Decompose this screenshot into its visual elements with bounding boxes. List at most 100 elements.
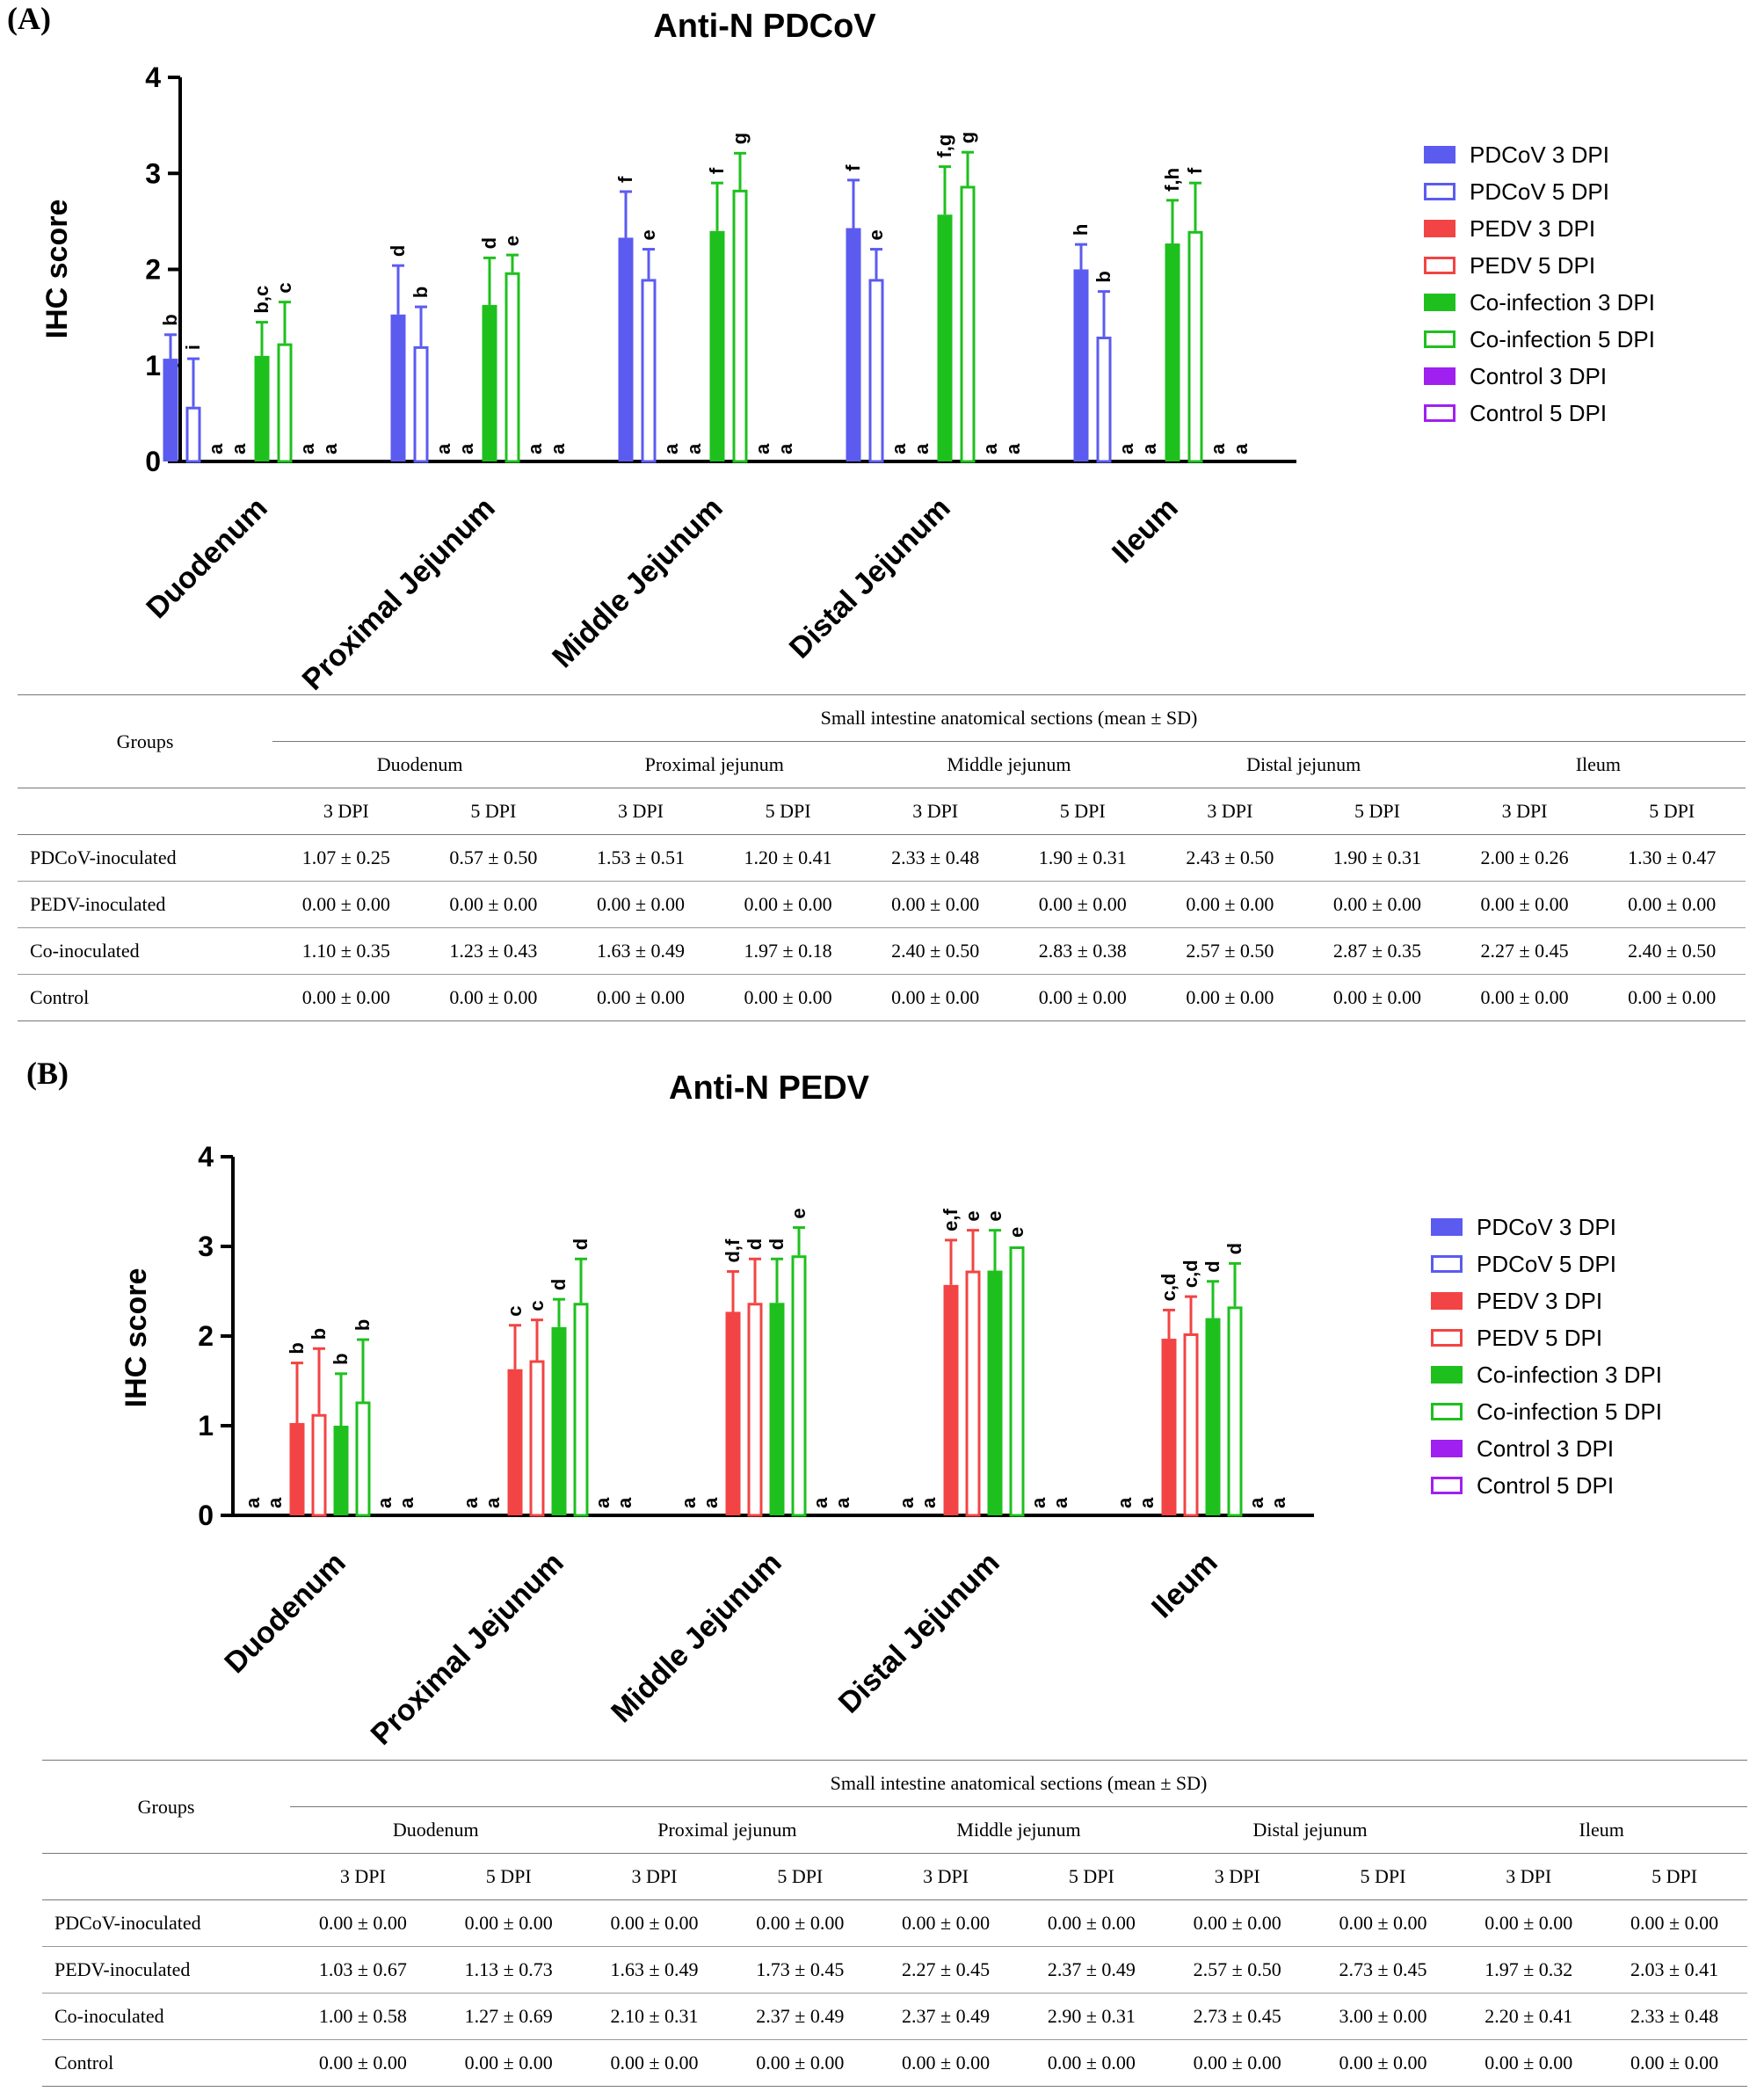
table-cell: 0.00 ± 0.00 [902, 1912, 991, 1934]
table-cell: 0.00 ± 0.00 [419, 974, 568, 1021]
dpi-header: 5 DPI [1310, 1853, 1456, 1900]
bar-pedv-5-dpi-middle-jejunum [747, 1303, 763, 1517]
section-header-ileum: Ileum [1450, 741, 1746, 788]
table-cell: 0.00 ± 0.00 [714, 974, 862, 1021]
table-cell: 0.00 ± 0.00 [1630, 1912, 1719, 1934]
significance-letter: a [1207, 443, 1229, 454]
dpi-header: 5 DPI [1303, 788, 1451, 835]
table-cell: 0.00 ± 0.00 [1339, 1912, 1427, 1934]
dpi-header: 3 DPI [861, 788, 1009, 835]
legend-label-pdcov-3-dpi: PDCoV 3 DPI [1470, 142, 1609, 168]
table-cell: 0.00 ± 0.00 [727, 2039, 874, 2087]
bar-co-infection-5-dpi-middle-jejunum [732, 189, 748, 463]
y-tick-label: 0 [145, 446, 161, 477]
table-cell: 1.23 ± 0.43 [419, 927, 568, 975]
significance-letter: a [1002, 443, 1024, 454]
table-cell: 0.00 ± 0.00 [756, 1912, 845, 1934]
section-header-middle-jejunum: Middle jejunum [873, 1806, 1165, 1854]
table-cell: 0.00 ± 0.00 [581, 2039, 728, 2087]
groups-header: Groups [18, 694, 272, 788]
significance-letter: a [264, 1497, 286, 1508]
table-cell: 1.27 ± 0.69 [435, 1993, 582, 2040]
table-cell: 0.00 ± 0.00 [1164, 2039, 1310, 2087]
table-cell: 0.00 ± 0.00 [1008, 881, 1157, 928]
table-cell: 1.20 ± 0.41 [744, 846, 832, 868]
section-header-distal-jejunum: Distal jejunum [1164, 1806, 1456, 1854]
significance-letter: a [455, 443, 477, 454]
group-name: PEDV-inoculated [18, 881, 272, 928]
table-cell: 3.00 ± 0.00 [1310, 1993, 1456, 2040]
group-name: Control [42, 2039, 290, 2087]
bar-pdcov-3-dpi-duodenum [163, 359, 178, 461]
table-cell: 1.90 ± 0.31 [1038, 846, 1127, 868]
chart-title: Anti-N PEDV [669, 1070, 870, 1107]
table-cell: 1.03 ± 0.67 [290, 1946, 436, 1994]
table-row: Co-inoculated 1.10 ± 0.35 1.23 ± 0.43 1.63 … [18, 927, 1746, 975]
bar-co-infection-3-dpi-distal-jejunum [937, 214, 953, 462]
category-label-proximal-jejunum: Proximal Jejunum [365, 1546, 570, 1752]
significance-letter: a [700, 1497, 722, 1508]
table-cell: 2.43 ± 0.50 [1186, 846, 1274, 868]
dpi-header: 3 DPI [873, 1853, 1019, 1900]
table-cell: 1.90 ± 0.31 [1332, 846, 1421, 868]
table-cell: 2.10 ± 0.31 [581, 1993, 728, 2040]
category-label-duodenum: Duodenum [140, 491, 273, 625]
significance-letter: a [979, 443, 1001, 454]
significance-letter: a [1115, 443, 1137, 454]
bar-pdcov-5-dpi-middle-jejunum [641, 279, 657, 463]
category-label-duodenum: Duodenum [218, 1546, 352, 1680]
bar-pedv-5-dpi-duodenum [311, 1413, 327, 1517]
table-cell: 0.00 ± 0.00 [1485, 1912, 1573, 1934]
significance-letter: c [273, 282, 295, 293]
table-cell: 1.07 ± 0.25 [301, 846, 390, 868]
section-header-proximal-jejunum: Proximal jejunum [581, 1806, 874, 1854]
significance-letter: a [205, 443, 227, 454]
legend-label-co-infection-5-dpi: Co-infection 5 DPI [1477, 1398, 1662, 1425]
bar-pdcov-5-dpi-proximal-jejunum [413, 345, 429, 463]
table-cell: 2.40 ± 0.50 [1598, 927, 1746, 975]
table-cell: 0.00 ± 0.00 [714, 881, 862, 928]
significance-letter: g [729, 133, 751, 144]
table-cell: 2.37 ± 0.49 [873, 1993, 1019, 2040]
table-cell: 2.40 ± 0.50 [861, 927, 1009, 975]
category-label-distal-jejunum: Distal Jejunum [832, 1546, 1006, 1720]
table-cell: 2.90 ± 0.31 [1018, 1993, 1165, 2040]
bar-co-infection-5-dpi-middle-jejunum [791, 1255, 807, 1517]
table-cell: 0.00 ± 0.00 [1047, 1912, 1136, 1934]
bar-co-infection-3-dpi-ileum [1205, 1318, 1221, 1515]
sections-caption: Small intestine anatomical sections (mea… [272, 694, 1746, 742]
dpi-header: 5 DPI [1008, 788, 1157, 835]
bar-co-infection-3-dpi-middle-jejunum [769, 1303, 785, 1515]
table-cell: 2.20 ± 0.41 [1455, 1993, 1602, 2040]
dpi-header: 5 DPI [1601, 1853, 1747, 1900]
significance-letter: a [319, 443, 341, 454]
table-cell: 0.00 ± 0.00 [318, 1912, 407, 1934]
group-name: PDCoV-inoculated [30, 846, 177, 868]
table-cell: 2.57 ± 0.50 [1164, 1946, 1310, 1994]
section-header-row: Duodenum Proximal jejunum Middle jejunum Di… [42, 1806, 1747, 1854]
legend-swatch-pdcov-3-dpi [1424, 146, 1455, 163]
significance-letter: d [766, 1238, 788, 1250]
legend-label-pdcov-3-dpi: PDCoV 3 DPI [1477, 1214, 1616, 1240]
table-cell: 0.00 ± 0.00 [435, 2039, 582, 2087]
panel-label-b: (B) [26, 1056, 69, 1091]
table-cell: 2.27 ± 0.45 [873, 1946, 1019, 1994]
significance-letter: d [744, 1238, 766, 1250]
significance-letter: h [1070, 224, 1092, 236]
bar-pedv-5-dpi-ileum [1183, 1333, 1199, 1517]
category-label-ileum: Ileum [1145, 1546, 1224, 1625]
y-tick-label: 0 [198, 1500, 214, 1531]
legend-swatch-control-5-dpi [1424, 404, 1455, 422]
bar-pedv-5-dpi-proximal-jejunum [529, 1360, 545, 1517]
table-cell: 2.33 ± 0.48 [1601, 1993, 1747, 2040]
significance-letter: d,f [722, 1238, 744, 1263]
significance-letter: e [788, 1208, 809, 1218]
dpi-header: 5 DPI [419, 788, 568, 835]
bar-co-infection-3-dpi-middle-jejunum [709, 230, 725, 461]
significance-letter: d [570, 1238, 592, 1250]
significance-letter: f [614, 176, 636, 183]
legend-label-pdcov-5-dpi: PDCoV 5 DPI [1470, 178, 1609, 205]
table-row: Control 0.00 ± 0.00 0.00 ± 0.00 0.00 ± 0.00… [18, 974, 1746, 1021]
significance-letter: a [242, 1497, 264, 1508]
table-cell: 0.00 ± 0.00 [272, 881, 420, 928]
